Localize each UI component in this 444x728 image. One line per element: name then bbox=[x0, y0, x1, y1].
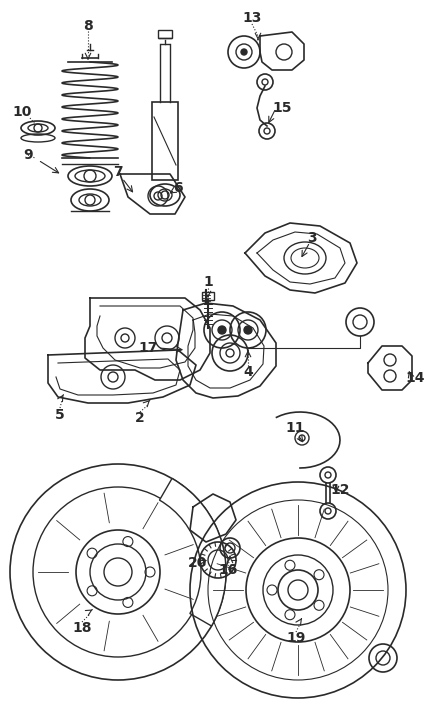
Text: 8: 8 bbox=[83, 19, 93, 33]
Text: 20: 20 bbox=[188, 556, 208, 570]
Circle shape bbox=[218, 326, 226, 334]
Text: 5: 5 bbox=[55, 408, 65, 422]
Bar bbox=[202, 292, 214, 300]
Text: 10: 10 bbox=[12, 105, 32, 119]
Circle shape bbox=[241, 49, 247, 55]
Text: 3: 3 bbox=[307, 231, 317, 245]
Text: 14: 14 bbox=[405, 371, 425, 385]
Text: 19: 19 bbox=[286, 631, 305, 645]
Circle shape bbox=[244, 326, 252, 334]
Wedge shape bbox=[159, 478, 226, 626]
Bar bbox=[152, 102, 178, 180]
Text: 13: 13 bbox=[242, 11, 262, 25]
Text: 11: 11 bbox=[285, 421, 305, 435]
Text: 18: 18 bbox=[72, 621, 92, 635]
Text: 4: 4 bbox=[243, 365, 253, 379]
Text: 12: 12 bbox=[330, 483, 350, 497]
Text: 9: 9 bbox=[23, 148, 33, 162]
Text: 7: 7 bbox=[113, 165, 123, 179]
Text: 6: 6 bbox=[173, 181, 183, 195]
Text: 1: 1 bbox=[203, 275, 213, 289]
Bar bbox=[158, 30, 172, 38]
Text: 17: 17 bbox=[139, 341, 158, 355]
Text: 15: 15 bbox=[272, 101, 292, 115]
Text: 2: 2 bbox=[135, 411, 145, 425]
Text: 16: 16 bbox=[218, 563, 238, 577]
